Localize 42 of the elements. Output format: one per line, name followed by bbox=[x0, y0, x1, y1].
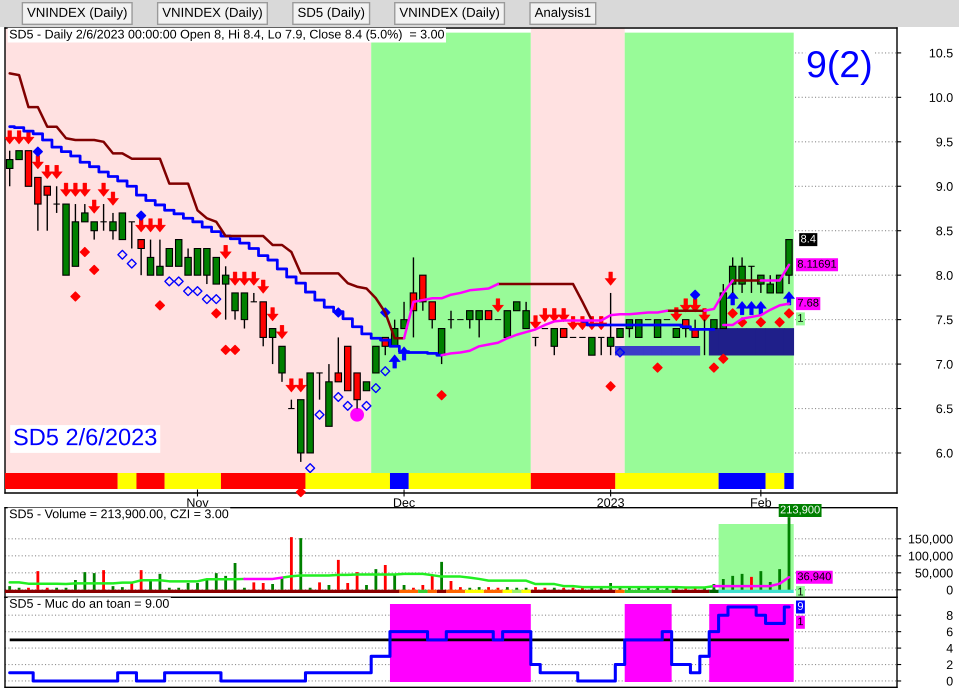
y-tick-label: 8 bbox=[946, 611, 953, 620]
y-tick-label: 0 bbox=[946, 676, 953, 686]
y-tick-label: 150,000 bbox=[908, 534, 953, 545]
data-label: 213,900 bbox=[780, 506, 820, 515]
y-tick-label: 2 bbox=[946, 660, 953, 670]
y-tick-label: 6.5 bbox=[936, 404, 953, 414]
x-tick-label: 2023 bbox=[597, 498, 624, 508]
data-label: 36,940 bbox=[798, 572, 831, 582]
x-tick-label: Dec bbox=[394, 498, 415, 508]
text: SD5 (Daily) bbox=[298, 7, 364, 20]
data-label: 8.11691 bbox=[798, 260, 836, 268]
y-tick-label: 7.5 bbox=[936, 316, 953, 324]
y-tick-label: 6 bbox=[946, 627, 953, 636]
text: VNINDEX (Daily) bbox=[399, 7, 499, 20]
x-tick-label: Nov bbox=[187, 498, 209, 508]
y-tick-label: 4 bbox=[946, 644, 953, 653]
text: 8.4 bbox=[801, 234, 816, 243]
chart-title: SD5 - Daily 2/6/2023 00:00:00 Open 8, Hi 8.4, Lo 7.9, Close 8.4 (5.0%) = 3.00 bbox=[10, 29, 444, 42]
chart-title: SD5 - Volume = 213,900.00, CZI = 3.00 bbox=[10, 509, 228, 520]
annotation: 1 bbox=[798, 588, 803, 596]
y-tick-label: 7.0 bbox=[936, 360, 953, 369]
text: Analysis1 bbox=[534, 7, 590, 20]
y-tick-label: 10.5 bbox=[930, 48, 953, 58]
annotation: SD5 2/6/2023 bbox=[14, 428, 156, 446]
chart-title: SD5 - Muc do an toan = 9.00 bbox=[10, 598, 169, 608]
y-tick-label: 6.0 bbox=[936, 448, 953, 458]
text: VNINDEX (Daily) bbox=[162, 7, 262, 20]
y-tick-label: 9.0 bbox=[936, 182, 953, 191]
data-label: 7.68 bbox=[798, 298, 818, 307]
y-tick-label: 100,000 bbox=[908, 552, 953, 562]
x-tick-label: Feb bbox=[751, 498, 772, 508]
y-tick-label: 9.5 bbox=[936, 138, 953, 146]
y-tick-label: 8.0 bbox=[936, 270, 953, 280]
annotation: 1 bbox=[798, 314, 803, 322]
y-tick-label: 50,000 bbox=[915, 568, 953, 579]
data-label: 9 bbox=[798, 602, 804, 610]
annotation: 1 bbox=[798, 618, 803, 626]
text: VNINDEX (Daily) bbox=[27, 7, 127, 20]
y-tick-label: 10.0 bbox=[930, 93, 953, 102]
y-tick-label: 0 bbox=[946, 586, 953, 594]
annotation: 9(2) bbox=[808, 50, 870, 85]
y-tick-label: 8.5 bbox=[936, 226, 953, 236]
